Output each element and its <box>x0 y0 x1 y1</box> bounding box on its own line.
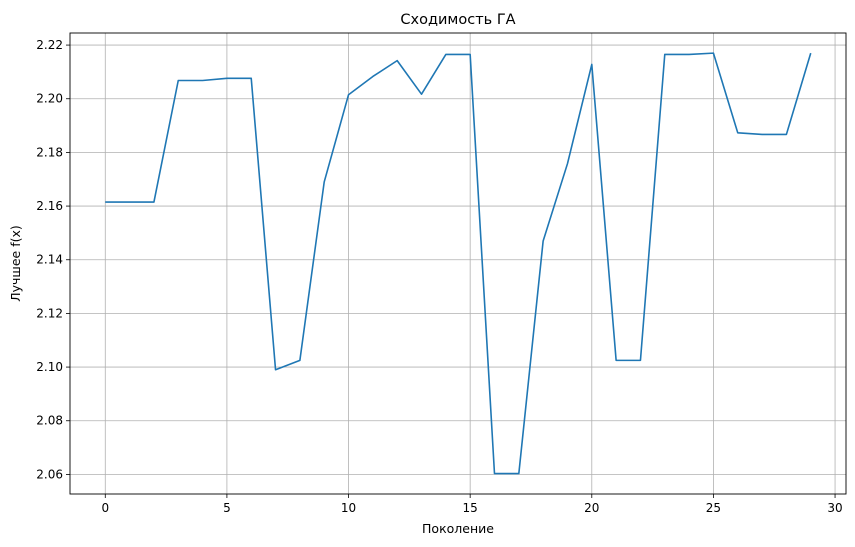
chart-title: Сходимость ГА <box>400 12 515 28</box>
x-tick-label: 5 <box>223 501 231 515</box>
y-tick-label: 2.20 <box>36 92 63 106</box>
x-tick-label: 15 <box>463 501 478 515</box>
y-tick-label: 2.14 <box>36 253 63 267</box>
x-tick-label: 30 <box>827 501 842 515</box>
x-axis: 0 5 10 15 20 25 30 <box>101 494 843 515</box>
series-line <box>105 52 812 475</box>
x-tick-label: 20 <box>584 501 599 515</box>
plot-frame <box>69 32 847 495</box>
x-axis-label: Поколение <box>422 521 494 536</box>
x-tick-label: 10 <box>341 501 356 515</box>
y-tick-label: 2.18 <box>36 145 63 159</box>
y-axis-label: Лучшее f(x) <box>8 225 23 302</box>
y-tick-label: 2.12 <box>36 306 63 320</box>
grid <box>70 33 846 494</box>
y-tick-label: 2.06 <box>36 467 63 481</box>
y-tick-label: 2.08 <box>36 414 63 428</box>
y-axis: 2.06 2.08 2.10 2.12 2.14 2.16 2.18 2.20 2.22 <box>36 38 70 481</box>
y-tick-label: 2.16 <box>36 199 63 213</box>
x-tick-label: 25 <box>706 501 721 515</box>
y-tick-label: 2.10 <box>36 360 63 374</box>
y-tick-label: 2.22 <box>36 38 63 52</box>
x-tick-label: 0 <box>101 501 109 515</box>
